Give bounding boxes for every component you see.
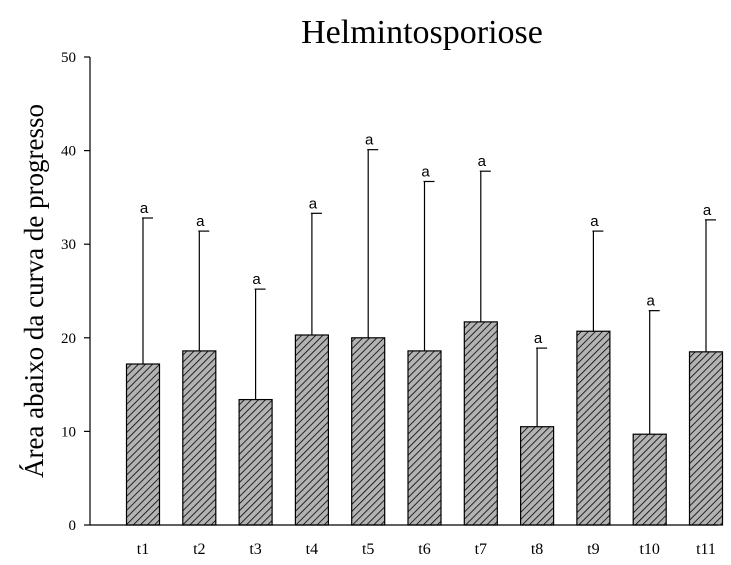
x-tick-label-t1: t1 xyxy=(137,541,149,558)
x-tick-label-t5: t5 xyxy=(362,541,374,558)
y-tick-label: 50 xyxy=(61,50,76,66)
bar-t6 xyxy=(407,350,442,526)
significance-label-t7: a xyxy=(478,153,487,170)
bar-t7 xyxy=(463,321,498,526)
bar-t4 xyxy=(294,334,329,526)
significance-label-t10: a xyxy=(647,293,656,310)
x-tick-label-t10: t10 xyxy=(639,541,659,558)
y-tick-label: 0 xyxy=(69,518,77,534)
y-tick-label: 20 xyxy=(61,331,76,347)
x-tick-label-t11: t11 xyxy=(696,541,716,558)
significance-label-t3: a xyxy=(252,271,261,288)
x-tick-label-t7: t7 xyxy=(475,541,487,558)
x-tick-label-t3: t3 xyxy=(249,541,261,558)
significance-label-t9: a xyxy=(590,213,599,230)
bar-t10 xyxy=(632,433,667,526)
error-bars-group xyxy=(142,149,716,435)
significance-label-t1: a xyxy=(140,200,149,217)
y-axis-ticks: 0 10 20 30 40 50 xyxy=(61,50,90,534)
y-tick-label: 40 xyxy=(61,144,76,160)
x-axis-ticks: t1 t2 t3 t4 t5 t6 t7 t8 t9 t10 t11 xyxy=(137,541,716,558)
significance-label-t11: a xyxy=(703,202,712,219)
significance-label-t5: a xyxy=(365,132,374,149)
x-tick-label-t9: t9 xyxy=(587,541,599,558)
bar-t8 xyxy=(519,426,555,526)
y-tick-label: 10 xyxy=(61,424,76,440)
bar-t11 xyxy=(688,351,724,526)
x-tick-label-t2: t2 xyxy=(193,541,205,558)
y-axis-label: Área abaixo da curva de progresso xyxy=(19,104,49,478)
bar-t3 xyxy=(238,398,273,526)
y-tick-label: 30 xyxy=(61,237,76,253)
bars-group xyxy=(125,321,724,526)
significance-labels-group: a a a a a a a a a a a xyxy=(140,132,712,347)
x-tick-label-t6: t6 xyxy=(418,541,430,558)
significance-label-t6: a xyxy=(421,163,430,180)
x-tick-label-t8: t8 xyxy=(531,541,543,558)
significance-label-t8: a xyxy=(534,330,543,347)
bar-t1 xyxy=(125,363,161,526)
chart-title: Helmintosporiose xyxy=(301,14,543,51)
x-tick-label-t4: t4 xyxy=(306,541,318,558)
significance-label-t4: a xyxy=(309,195,318,212)
significance-label-t2: a xyxy=(196,213,205,230)
bar-t2 xyxy=(182,350,217,526)
bar-t5 xyxy=(351,337,386,526)
bar-t9 xyxy=(576,330,611,526)
